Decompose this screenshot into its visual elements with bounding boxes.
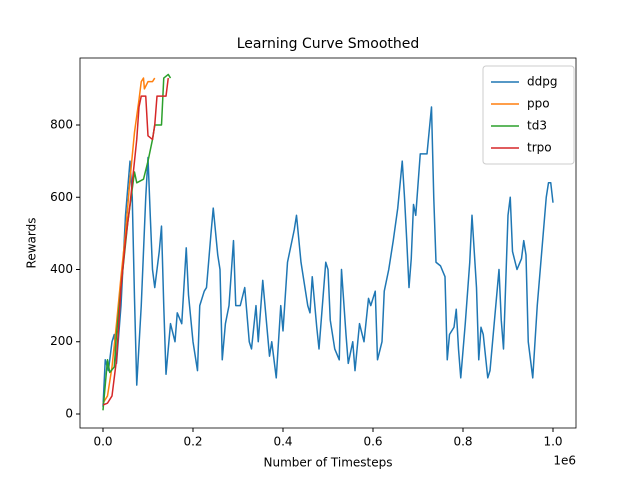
axes-frame: [79, 57, 577, 429]
x-tick-label: 1.0: [543, 435, 562, 449]
legend-box: [482, 65, 575, 165]
x-offset-label: 1e6: [553, 454, 576, 468]
y-tick-label: 600: [50, 190, 73, 204]
legend-label: td3: [527, 119, 547, 133]
x-tick-label: 0.8: [453, 435, 472, 449]
line-series: [102, 106, 554, 407]
x-tick-label: 0.4: [273, 435, 292, 449]
legend-label: ppo: [527, 97, 550, 111]
y-tick-label: 200: [50, 334, 73, 348]
y-tick-label: 800: [50, 118, 73, 132]
line-series: [102, 77, 156, 404]
x-axis-label: Number of Timesteps: [264, 456, 393, 470]
line-series: [102, 77, 169, 406]
legend-label: ddpg: [527, 75, 557, 89]
x-tick-label: 0.6: [363, 435, 382, 449]
y-axis-label: Rewards: [25, 218, 39, 269]
y-tick-label: 400: [50, 262, 73, 276]
x-tick-label: 0.0: [93, 435, 112, 449]
chart-title: Learning Curve Smoothed: [237, 36, 420, 52]
legend-label: trpo: [527, 141, 552, 155]
y-tick-label: 0: [65, 406, 73, 420]
line-series: [102, 73, 172, 411]
x-tick-label: 0.2: [183, 435, 202, 449]
